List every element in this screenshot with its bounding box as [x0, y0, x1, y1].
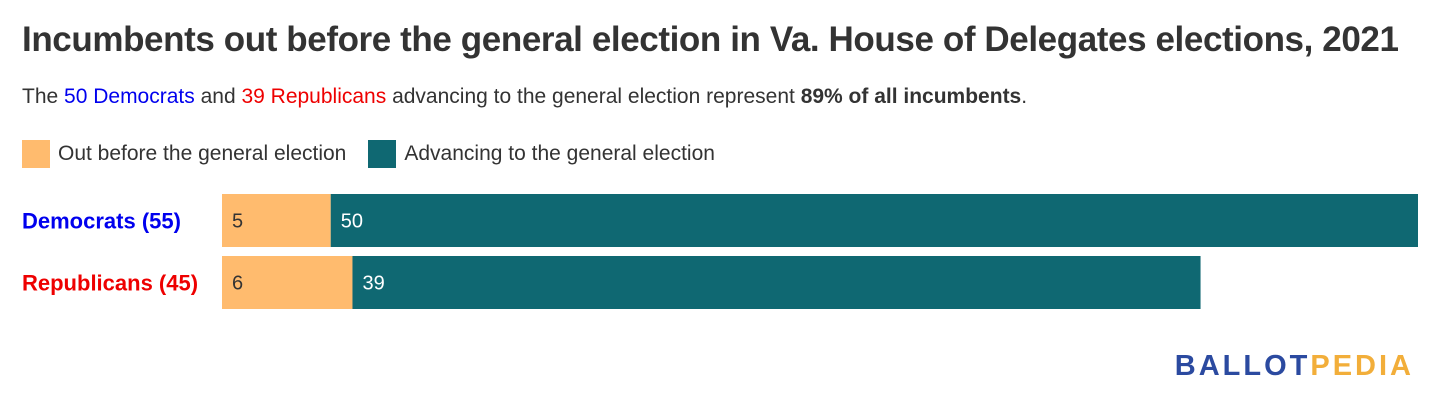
subtitle-text: advancing to the general election repres… [386, 85, 801, 108]
subtitle-text: and [194, 85, 242, 108]
chart-subtitle: The 50 Democrats and 39 Republicans adva… [22, 85, 1027, 109]
legend-item-advancing: Advancing to the general election [368, 140, 715, 168]
bar-segment-advancing [330, 194, 1418, 247]
category-label: Democrats (55) [22, 209, 181, 234]
data-label: 6 [232, 273, 243, 295]
logo-text-pedia: PEDIA [1310, 350, 1414, 382]
stacked-bar-chart: Democrats (55) 5 50 Republicans (45) 6 39 [22, 194, 1418, 309]
logo-text-ballot: BALLOT [1174, 350, 1311, 382]
legend-swatch-advancing [368, 140, 397, 168]
data-label: 39 [362, 273, 384, 295]
chart-title: Incumbents out before the general electi… [22, 20, 1399, 59]
subtitle-republicans: 39 Republicans [241, 85, 387, 108]
category-label: Republicans (45) [22, 271, 198, 296]
legend-item-out: Out before the general election [22, 140, 346, 168]
bar-segment-out [222, 194, 331, 247]
subtitle-text: The [22, 85, 65, 108]
bar-segment-out [222, 256, 353, 309]
subtitle-highlight: 89% of all incumbents [800, 85, 1022, 108]
legend-swatch-out [22, 140, 50, 168]
data-label: 5 [232, 211, 243, 233]
legend-label-out: Out before the general election [58, 142, 347, 165]
subtitle-text: . [1021, 85, 1028, 108]
chart-legend: Out before the general election Advancin… [22, 140, 737, 168]
subtitle-democrats: 50 Democrats [64, 85, 195, 108]
bar-segment-advancing [352, 256, 1201, 309]
legend-label-advancing: Advancing to the general election [404, 142, 715, 165]
ballotpedia-logo: BALLOTPEDIA [1175, 350, 1414, 383]
data-label: 50 [341, 211, 363, 233]
